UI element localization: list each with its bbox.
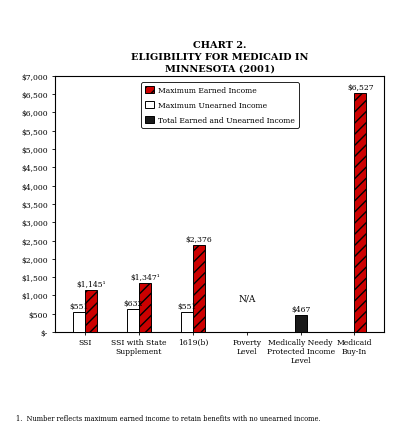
Text: $551: $551	[177, 302, 196, 310]
Bar	[127, 309, 139, 332]
Bar	[85, 291, 97, 332]
Legend: Maximum Earned Income, Maximum Unearned Income, Total Earned and Unearned Income: Maximum Earned Income, Maximum Unearned …	[141, 83, 299, 128]
Bar	[73, 312, 85, 332]
Bar	[295, 315, 307, 332]
Text: $632: $632	[123, 299, 143, 307]
Bar	[193, 245, 205, 332]
Text: $551: $551	[69, 302, 89, 310]
Text: $1,145¹: $1,145¹	[76, 280, 106, 288]
Text: $467: $467	[291, 305, 310, 313]
Bar	[181, 312, 193, 332]
Bar	[354, 94, 366, 332]
Text: $1,347¹: $1,347¹	[130, 273, 160, 281]
Text: 1.  Number reflects maximum earned income to retain benefits with no unearned in: 1. Number reflects maximum earned income…	[16, 414, 320, 422]
Text: $2,376: $2,376	[185, 236, 212, 244]
Bar	[139, 283, 151, 332]
Title: CHART 2.
ELIGIBILITY FOR MEDICAID IN
MINNESOTA (2001): CHART 2. ELIGIBILITY FOR MEDICAID IN MIN…	[131, 40, 308, 73]
Text: N/A: N/A	[238, 294, 255, 303]
Text: $6,527: $6,527	[347, 84, 374, 92]
